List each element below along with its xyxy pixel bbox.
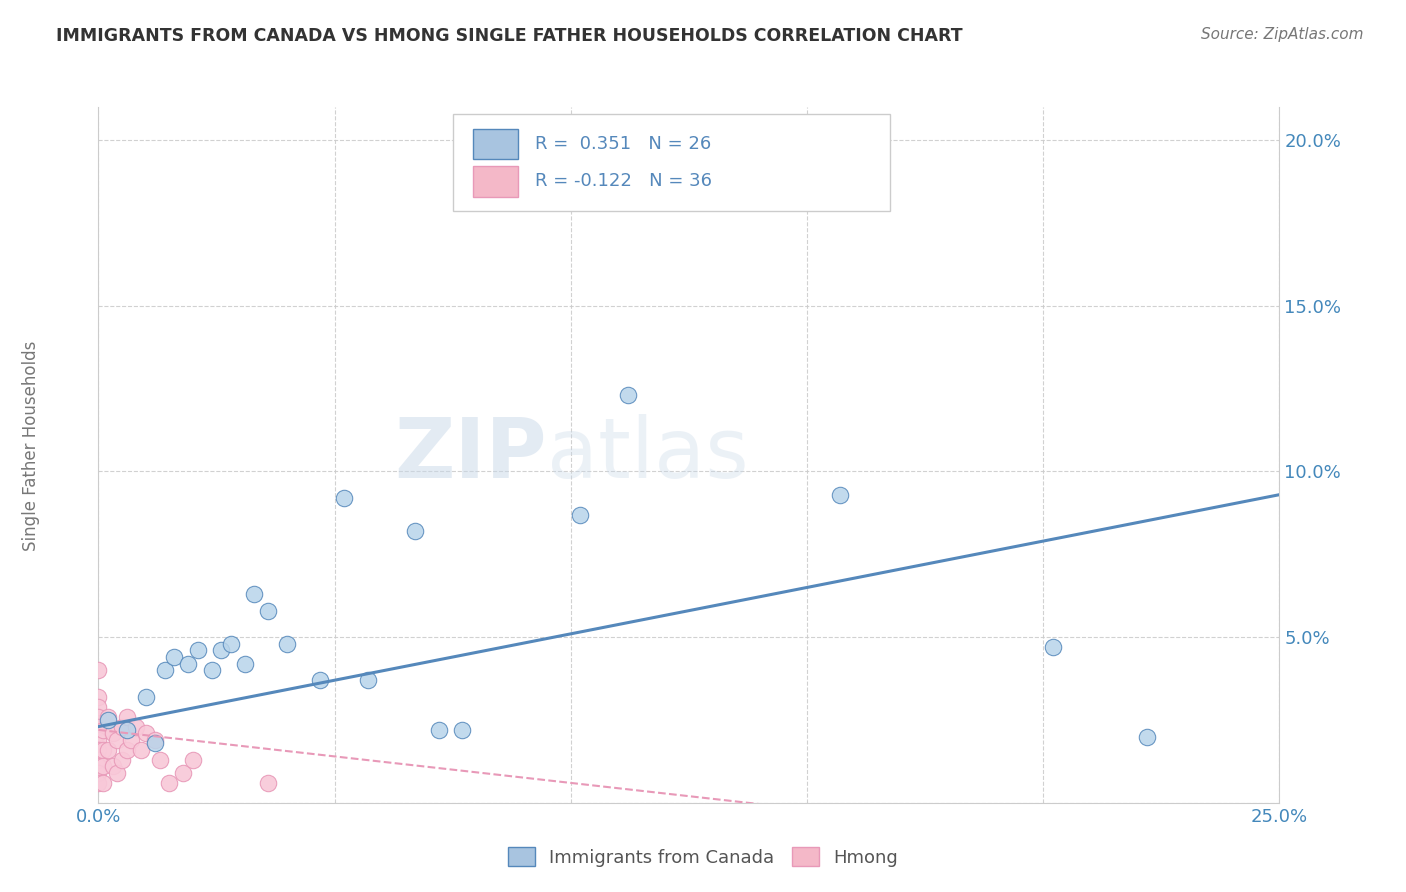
- Point: [87, 759, 110, 773]
- Point: [1042, 640, 1064, 654]
- Point: [101, 759, 124, 773]
- Text: Single Father Households: Single Father Households: [22, 341, 39, 551]
- Point: [135, 690, 157, 704]
- Point: [187, 643, 209, 657]
- Point: [157, 776, 180, 790]
- Point: [830, 488, 852, 502]
- Point: [1136, 730, 1159, 744]
- Point: [87, 709, 110, 723]
- FancyBboxPatch shape: [472, 128, 517, 159]
- Point: [177, 657, 200, 671]
- Point: [201, 663, 224, 677]
- FancyBboxPatch shape: [472, 166, 517, 197]
- Point: [569, 508, 592, 522]
- Point: [616, 388, 638, 402]
- Point: [404, 524, 426, 538]
- Point: [309, 673, 332, 688]
- Point: [257, 604, 280, 618]
- Point: [219, 637, 242, 651]
- Point: [143, 732, 166, 747]
- FancyBboxPatch shape: [453, 114, 890, 211]
- Point: [115, 743, 138, 757]
- Point: [163, 650, 186, 665]
- Point: [115, 709, 138, 723]
- Point: [233, 657, 256, 671]
- Text: atlas: atlas: [547, 415, 749, 495]
- Point: [143, 736, 166, 750]
- Point: [243, 587, 266, 601]
- Point: [91, 776, 114, 790]
- Point: [111, 753, 134, 767]
- Point: [257, 776, 280, 790]
- Point: [121, 732, 143, 747]
- Point: [87, 743, 110, 757]
- Point: [101, 726, 124, 740]
- Point: [427, 723, 450, 737]
- Point: [91, 723, 114, 737]
- Point: [87, 732, 110, 747]
- Point: [276, 637, 298, 651]
- Point: [333, 491, 356, 505]
- Point: [87, 699, 110, 714]
- Point: [135, 726, 157, 740]
- Point: [87, 690, 110, 704]
- Point: [87, 663, 110, 677]
- Point: [87, 726, 110, 740]
- Point: [115, 723, 138, 737]
- Point: [87, 753, 110, 767]
- Point: [91, 743, 114, 757]
- Point: [97, 709, 120, 723]
- Point: [153, 663, 176, 677]
- Point: [125, 720, 148, 734]
- Point: [129, 743, 152, 757]
- Point: [172, 766, 194, 780]
- Point: [451, 723, 474, 737]
- Point: [87, 766, 110, 780]
- Point: [97, 713, 120, 727]
- Legend: Immigrants from Canada, Hmong: Immigrants from Canada, Hmong: [501, 840, 905, 874]
- Point: [87, 720, 110, 734]
- Point: [105, 766, 128, 780]
- Point: [149, 753, 172, 767]
- Point: [209, 643, 232, 657]
- Text: ZIP: ZIP: [395, 415, 547, 495]
- Point: [105, 732, 128, 747]
- Text: IMMIGRANTS FROM CANADA VS HMONG SINGLE FATHER HOUSEHOLDS CORRELATION CHART: IMMIGRANTS FROM CANADA VS HMONG SINGLE F…: [56, 27, 963, 45]
- Text: R = -0.122   N = 36: R = -0.122 N = 36: [536, 172, 713, 191]
- Point: [181, 753, 204, 767]
- Text: R =  0.351   N = 26: R = 0.351 N = 26: [536, 135, 711, 153]
- Point: [87, 776, 110, 790]
- Point: [357, 673, 380, 688]
- Point: [97, 743, 120, 757]
- Text: Source: ZipAtlas.com: Source: ZipAtlas.com: [1201, 27, 1364, 42]
- Point: [91, 759, 114, 773]
- Point: [111, 720, 134, 734]
